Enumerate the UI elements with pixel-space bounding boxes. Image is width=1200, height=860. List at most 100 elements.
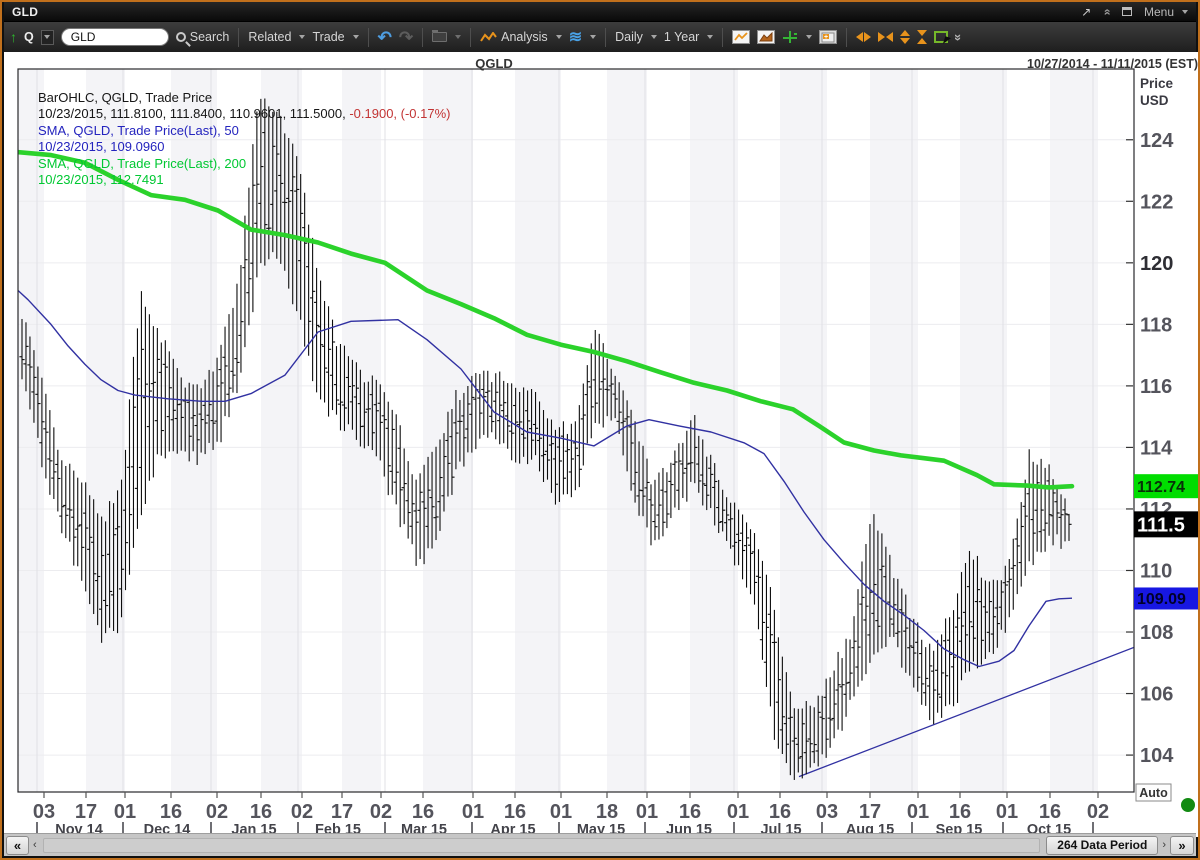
svg-text:16: 16 [412,801,434,823]
related-label: Related [248,30,292,44]
scroll-far-left-button[interactable]: « [6,835,29,855]
quote-type-dropdown[interactable] [40,29,54,45]
svg-text:124: 124 [1140,130,1174,152]
svg-text:17: 17 [331,801,353,823]
chevron-down-icon [1182,9,1188,14]
zigzag-icon [480,31,497,42]
svg-text:118: 118 [1140,314,1172,336]
add-panel-button[interactable]: + [819,30,838,44]
restore-window-icon[interactable] [1121,7,1132,16]
svg-text:16: 16 [1039,801,1061,823]
svg-text:16: 16 [769,801,791,823]
svg-text:02: 02 [370,801,392,823]
divider [605,27,607,47]
svg-text:106: 106 [1140,684,1173,706]
mountain-chart-style-button[interactable] [757,30,776,44]
expand-vertical-button[interactable] [900,30,911,44]
svg-text:Price: Price [1140,76,1174,91]
svg-text:16: 16 [679,801,701,823]
line-chart-style-button[interactable] [732,30,751,44]
analysis-label: Analysis [501,30,548,44]
up-arrow-icon: ↑ [10,29,17,45]
svg-text:QGLD: QGLD [475,56,513,71]
svg-text:108: 108 [1140,622,1173,644]
popout-icon[interactable]: ↗ [1081,4,1092,19]
measure-icon [783,31,798,43]
search-button[interactable]: Search [175,30,229,44]
divider [238,27,240,47]
svg-text:120: 120 [1140,253,1173,275]
svg-text:109.09: 109.09 [1137,591,1186,608]
scrollbar-track[interactable] [42,837,1041,853]
data-period-label: 264 Data Period [1057,838,1148,852]
expand-horizontal-button[interactable] [856,32,872,42]
waves-icon: ≋ [568,29,583,46]
zoom-select-icon[interactable] [934,31,949,43]
svg-text:110: 110 [1140,560,1172,582]
svg-text:01: 01 [996,801,1018,823]
horizontal-scrollbar: « ‹ 264 Data Period › » [4,833,1196,856]
scroll-left-icon[interactable]: ‹ [33,839,37,851]
svg-text:112.74: 112.74 [1137,479,1185,496]
compress-horizontal-button[interactable] [878,32,894,42]
svg-text:10/27/2014 - 11/11/2015 (EST): 10/27/2014 - 11/11/2015 (EST) [1027,57,1198,71]
scroll-right-icon[interactable]: › [1162,839,1166,851]
quote-type-label: Q [24,30,34,44]
collapse-up-icon[interactable]: » [1099,8,1114,15]
svg-text:01: 01 [907,801,929,823]
grid-plus-icon: + [821,32,835,42]
more-tools-icon[interactable]: » [951,33,967,41]
svg-text:18: 18 [596,801,618,823]
auto-scale-button[interactable]: Auto [1135,783,1172,802]
window-title: GLD [12,4,39,19]
svg-text:16: 16 [160,801,182,823]
chart-area[interactable]: BarOHLC, QGLD, Trade Price 10/23/2015, 11… [4,52,1200,838]
svg-text:01: 01 [727,801,749,823]
related-menu[interactable]: Related [248,30,306,44]
range-dropdown[interactable]: 1 Year [663,30,714,44]
svg-text:02: 02 [291,801,313,823]
divider [470,27,472,47]
redo-icon[interactable]: ↷ [398,27,414,47]
add-level-button[interactable] [782,30,813,44]
compress-vertical-button[interactable] [917,30,928,44]
svg-text:03: 03 [816,801,838,823]
interval-dropdown[interactable]: Daily [615,30,657,44]
svg-text:01: 01 [636,801,658,823]
save-layout-button[interactable] [432,30,462,42]
svg-text:114: 114 [1140,437,1173,459]
divider [422,27,424,47]
svg-text:02: 02 [1087,801,1109,823]
analysis-menu[interactable]: Analysis [480,30,562,44]
trade-menu[interactable]: Trade [312,30,359,44]
undo-icon[interactable]: ↶ [377,27,392,47]
title-bar: GLD ↗ » Menu [4,2,1196,22]
svg-text:01: 01 [462,801,484,823]
search-icon [175,32,186,42]
divider [722,27,724,47]
svg-text:116: 116 [1140,376,1172,398]
range-label: 1 Year [663,30,700,44]
svg-text:16: 16 [504,801,526,823]
mountain-chart-icon [759,32,773,42]
waves-tool-button[interactable]: ≋ [568,27,597,47]
data-period-button[interactable]: 264 Data Period [1046,835,1159,855]
menu-button[interactable]: Menu [1144,5,1188,19]
divider [367,27,369,47]
scroll-far-right-button[interactable]: » [1170,835,1194,855]
svg-text:02: 02 [206,801,228,823]
chart-canvas[interactable]: 124122120118116114112110108106104PriceUS… [4,52,1200,838]
svg-text:01: 01 [114,801,136,823]
svg-text:Auto: Auto [1139,786,1168,800]
folder-icon [432,30,448,42]
svg-text:122: 122 [1140,191,1173,213]
status-dot [1181,798,1195,812]
toolbar: ↑ Q Search Related Trade ↶ ↷ Analysis ≋ … [4,22,1196,52]
menu-label: Menu [1143,4,1174,19]
trade-label: Trade [312,30,345,44]
interval-label: Daily [615,30,643,44]
svg-text:17: 17 [859,801,881,823]
svg-text:16: 16 [949,801,971,823]
symbol-input[interactable] [60,28,169,46]
